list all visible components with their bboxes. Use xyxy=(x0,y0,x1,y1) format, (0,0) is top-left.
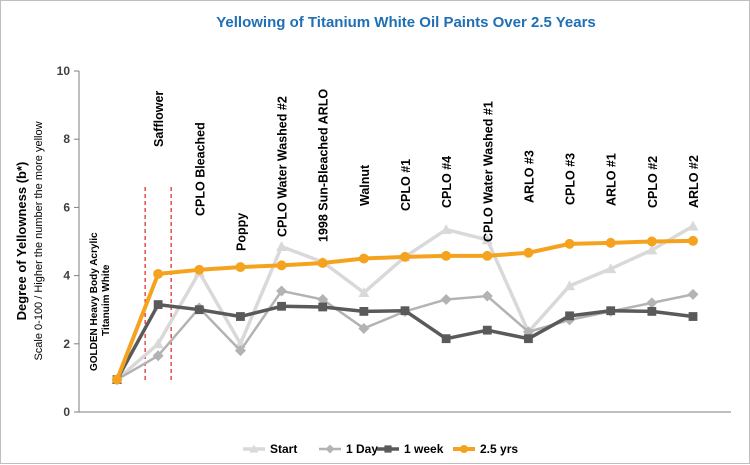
data-point xyxy=(153,268,164,279)
category-label: CPLO #3 xyxy=(564,153,578,205)
data-point xyxy=(646,297,658,309)
data-point xyxy=(317,293,329,305)
data-point xyxy=(481,234,493,245)
legend-item: 2.5 yrs xyxy=(453,442,518,456)
annotation-layer xyxy=(144,187,172,382)
category-label: ARLO #3 xyxy=(522,150,536,203)
data-point xyxy=(152,350,164,362)
data-point xyxy=(482,325,492,335)
category-label: CPLO #4 xyxy=(440,156,454,208)
legend-item: 1 week xyxy=(377,442,444,456)
category-label: 1998 Sun-Bleached ARLO xyxy=(317,89,331,242)
category-label: CPLO Water Washed #1 xyxy=(481,101,495,242)
data-point xyxy=(112,374,122,385)
legend-marker xyxy=(249,444,259,453)
category-label: CPLO Bleached xyxy=(193,122,207,216)
data-point xyxy=(687,288,699,300)
data-point xyxy=(194,305,204,315)
legend-marker xyxy=(384,445,392,453)
data-point xyxy=(564,280,576,291)
y-tick-label: 4 xyxy=(63,269,70,283)
data-point xyxy=(524,334,533,344)
data-point xyxy=(605,263,617,274)
y-tick-label: 10 xyxy=(57,64,71,78)
series-2-5-yrs xyxy=(112,235,698,385)
category-label: Poppy xyxy=(234,213,248,251)
data-point xyxy=(359,307,369,316)
y-tick-label: 0 xyxy=(63,405,70,419)
y-tick-label: 2 xyxy=(63,337,70,351)
legend: Start 1 Day 1 week 2.5 yrs xyxy=(243,442,518,456)
data-point xyxy=(646,244,658,255)
legend-label: 2.5 yrs xyxy=(480,442,518,456)
data-point xyxy=(318,302,328,312)
data-point xyxy=(358,287,370,298)
category-label: CPLO #2 xyxy=(646,156,660,208)
category-label: ARLO #2 xyxy=(687,155,701,208)
data-point xyxy=(276,285,288,297)
legend-label: 1 Day xyxy=(346,442,378,456)
category-labels: GOLDEN Heavy Body AcrylicTitanuim White S… xyxy=(89,89,701,371)
data-point xyxy=(235,262,246,273)
series-1-day xyxy=(111,285,699,386)
y-tick-label: 8 xyxy=(63,132,70,146)
legend-label: Start xyxy=(270,442,297,456)
y-tick-label: 6 xyxy=(63,200,70,214)
category-label: CPLO #1 xyxy=(399,159,413,211)
data-point xyxy=(564,238,575,249)
data-point xyxy=(688,312,698,321)
data-point xyxy=(277,301,286,311)
data-point xyxy=(276,260,287,271)
data-point xyxy=(606,306,616,316)
category-label: ARLO #1 xyxy=(605,153,619,206)
data-point xyxy=(646,236,657,247)
legend-label: 1 week xyxy=(404,442,444,456)
legend-marker xyxy=(459,444,469,454)
legend-marker xyxy=(325,444,335,454)
data-point xyxy=(482,250,493,261)
series-line xyxy=(116,289,694,381)
category-label: Safflower xyxy=(152,91,166,147)
data-point xyxy=(153,300,163,309)
data-point xyxy=(481,290,493,302)
data-point xyxy=(152,338,164,349)
data-point xyxy=(687,220,699,231)
data-point xyxy=(234,345,246,357)
series-line xyxy=(115,224,694,381)
data-point xyxy=(647,307,657,316)
data-point xyxy=(605,237,616,248)
data-point xyxy=(358,253,369,264)
chart-title: Yellowing of Titanium White Oil Paints O… xyxy=(216,14,596,31)
data-point xyxy=(523,247,534,258)
category-label: GOLDEN Heavy Body AcrylicTitanuim White xyxy=(89,232,112,371)
data-point xyxy=(194,264,205,275)
category-label: CPLO Water Washed #2 xyxy=(276,96,290,237)
y-axis-sublabel: Scale 0-100 / Higher the number the more… xyxy=(33,121,45,360)
series-1-week xyxy=(112,300,698,385)
data-point xyxy=(441,334,451,344)
series-layer xyxy=(111,220,699,386)
data-point xyxy=(441,250,452,261)
data-point xyxy=(358,322,370,334)
data-point xyxy=(400,251,410,262)
legend-item: Start xyxy=(243,442,297,456)
data-point xyxy=(565,311,574,321)
data-point xyxy=(317,258,328,268)
data-point xyxy=(688,235,698,246)
y-axis-label: Degree of Yellowness (b*) xyxy=(14,162,29,321)
data-point xyxy=(400,306,410,316)
data-point xyxy=(276,241,288,252)
data-point xyxy=(440,293,452,305)
data-point xyxy=(236,312,245,321)
axis-layer: 0 2 4 6 8 10 xyxy=(57,64,731,419)
category-label: Walnut xyxy=(358,164,372,206)
data-point xyxy=(440,224,452,234)
legend-item: 1 Day xyxy=(319,442,378,456)
